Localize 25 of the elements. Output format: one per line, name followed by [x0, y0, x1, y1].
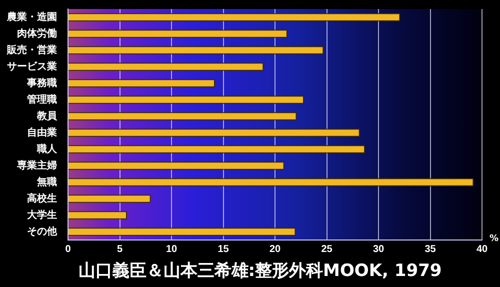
x-tick-label: 40	[476, 244, 488, 255]
y-tick-label: その他	[27, 226, 58, 238]
y-tick-label: サービス業	[7, 60, 57, 72]
y-tick-label: 農業・造園	[6, 11, 57, 23]
y-tick-label: 大学生	[26, 209, 57, 221]
y-tick-label: 自由業	[27, 126, 57, 138]
y-tick-label: 職人	[36, 143, 58, 155]
y-tick-label: 管理職	[26, 94, 57, 106]
y-tick-label: 肉体労働	[17, 28, 57, 40]
x-tick-label: 25	[321, 244, 333, 255]
x-tick-label: 30	[372, 244, 384, 255]
x-tick-label: 20	[269, 244, 281, 255]
x-tick-label: 0	[65, 244, 72, 255]
y-tick-label: 高校生	[27, 192, 57, 204]
x-tick-label: 10	[166, 244, 178, 255]
x-axis-title: %	[489, 234, 499, 244]
y-tick-label: 無職	[36, 176, 57, 188]
x-tick-label: 5	[116, 244, 123, 255]
y-tick-label: 教員	[36, 110, 58, 122]
x-tick-label: 15	[218, 244, 230, 255]
y-tick-label: 専業主婦	[16, 160, 57, 172]
y-tick-label: 事務職	[26, 77, 57, 89]
y-tick-label: 販売・営業	[6, 44, 57, 56]
x-tick-label: 35	[424, 244, 436, 255]
text: 山口義臣＆山本三希雄:整形外科MOOK, 1979	[77, 260, 443, 283]
